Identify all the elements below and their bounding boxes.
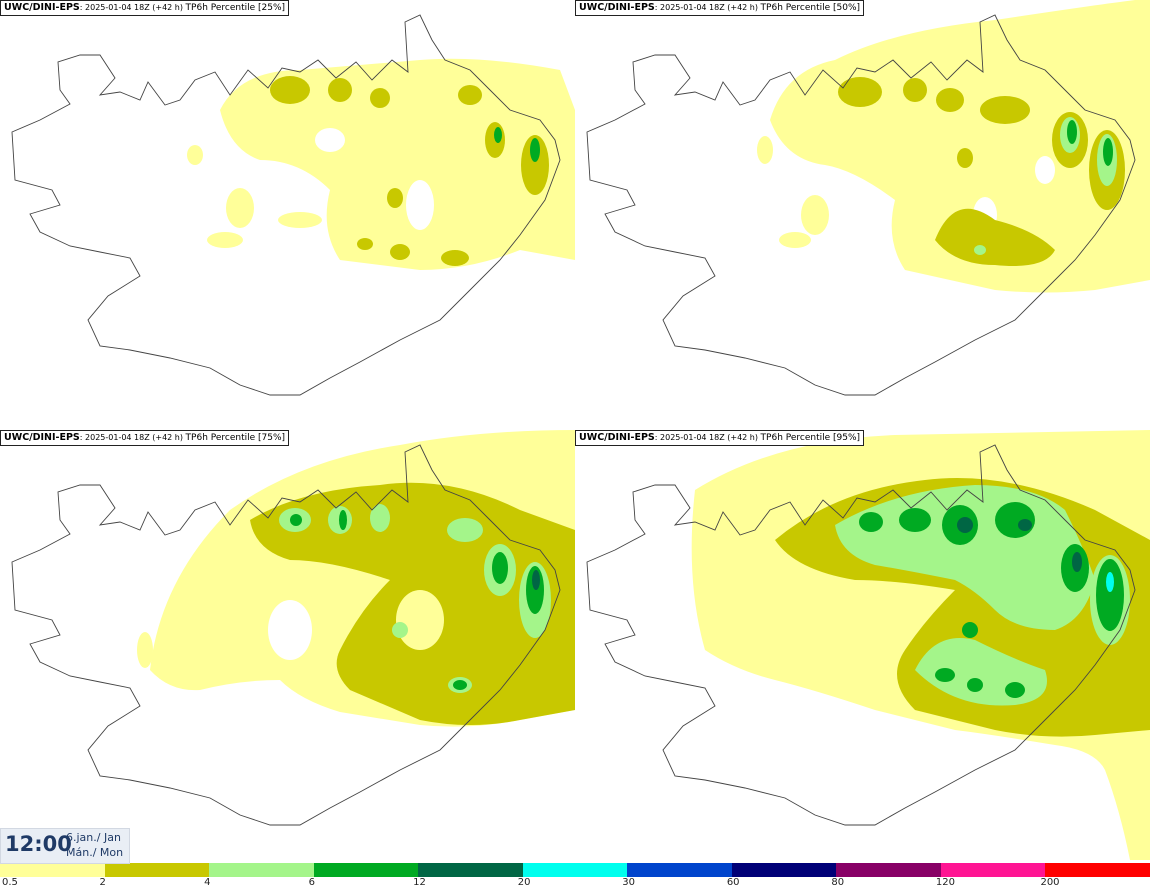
colorbar-segment [418, 863, 523, 877]
model-name: UWC/DINI-EPS [579, 432, 655, 443]
colorbar-tick-label: 2 [99, 877, 106, 888]
colorbar-tick-label: 12 [413, 877, 426, 888]
colorbar-tick-label: 6 [308, 877, 315, 888]
colorbar-segment [731, 863, 837, 877]
model-name: UWC/DINI-EPS [579, 2, 655, 13]
panel-title: TP6h Percentile [50%] [760, 3, 861, 13]
valid-date-line-2: Mán./ Mon [66, 846, 124, 859]
colorbar-segment [836, 863, 941, 877]
colorbar-segment [1045, 863, 1150, 877]
panel-header: UWC/DINI-EPS: 2025-01-04 18Z (+42 h) TP6… [0, 0, 290, 16]
panel-title: TP6h Percentile [25%] [185, 3, 286, 13]
colorbar-tick-label: 30 [622, 877, 635, 888]
panel-title: TP6h Percentile [75%] [185, 433, 286, 443]
panel-header: UWC/DINI-EPS: 2025-01-04 18Z (+42 h) TP6… [575, 430, 865, 446]
precip-map-p50 [586, 0, 1150, 396]
map-panel-p25: UWC/DINI-EPS: 2025-01-04 18Z (+42 h) TP6… [0, 0, 575, 430]
map-panel-p95: UWC/DINI-EPS: 2025-01-04 18Z (+42 h) TP6… [575, 430, 1150, 860]
run-info: : 2025-01-04 18Z (+42 h) [79, 433, 186, 442]
colorbar-tick-label: 20 [517, 877, 531, 888]
precip-map-p95 [586, 430, 1150, 860]
valid-time-box: 12:00 6.jan./ Jan Mán./ Mon [0, 828, 130, 864]
panel-header: UWC/DINI-EPS: 2025-01-04 18Z (+42 h) TP6… [575, 0, 865, 16]
colorbar-tick-label: 60 [726, 877, 740, 888]
panel-title: TP6h Percentile [95%] [760, 433, 861, 443]
colorbar-tick-label: 120 [935, 877, 955, 888]
colorbar-segment [209, 863, 314, 877]
map-panel-p50: UWC/DINI-EPS: 2025-01-04 18Z (+42 h) TP6… [575, 0, 1150, 430]
map-panel-p75: UWC/DINI-EPS: 2025-01-04 18Z (+42 h) TP6… [0, 430, 575, 860]
precip-colorbar [0, 863, 1150, 877]
run-info: : 2025-01-04 18Z (+42 h) [79, 3, 186, 12]
precip-map-p25 [11, 14, 575, 396]
colorbar-segment [940, 863, 1046, 877]
colorbar-segment [627, 863, 732, 877]
run-info: : 2025-01-04 18Z (+42 h) [654, 433, 761, 442]
colorbar-tick-label: 4 [204, 877, 211, 888]
colorbar-segment [0, 863, 105, 877]
colorbar-tick-label: 200 [1040, 877, 1060, 888]
colorbar-segment [313, 863, 419, 877]
colorbar-tick-label: 0.5 [2, 877, 18, 888]
valid-date-line-1: 6.jan./ Jan [66, 831, 121, 844]
colorbar-segment [104, 863, 210, 877]
run-info: : 2025-01-04 18Z (+42 h) [654, 3, 761, 12]
colorbar-segment [522, 863, 628, 877]
panel-header: UWC/DINI-EPS: 2025-01-04 18Z (+42 h) TP6… [0, 430, 290, 446]
model-name: UWC/DINI-EPS [4, 432, 80, 443]
precip-map-p75 [11, 430, 575, 826]
valid-time-clock: 12:00 [5, 832, 72, 856]
model-name: UWC/DINI-EPS [4, 2, 80, 13]
colorbar-tick-label: 80 [831, 877, 845, 888]
